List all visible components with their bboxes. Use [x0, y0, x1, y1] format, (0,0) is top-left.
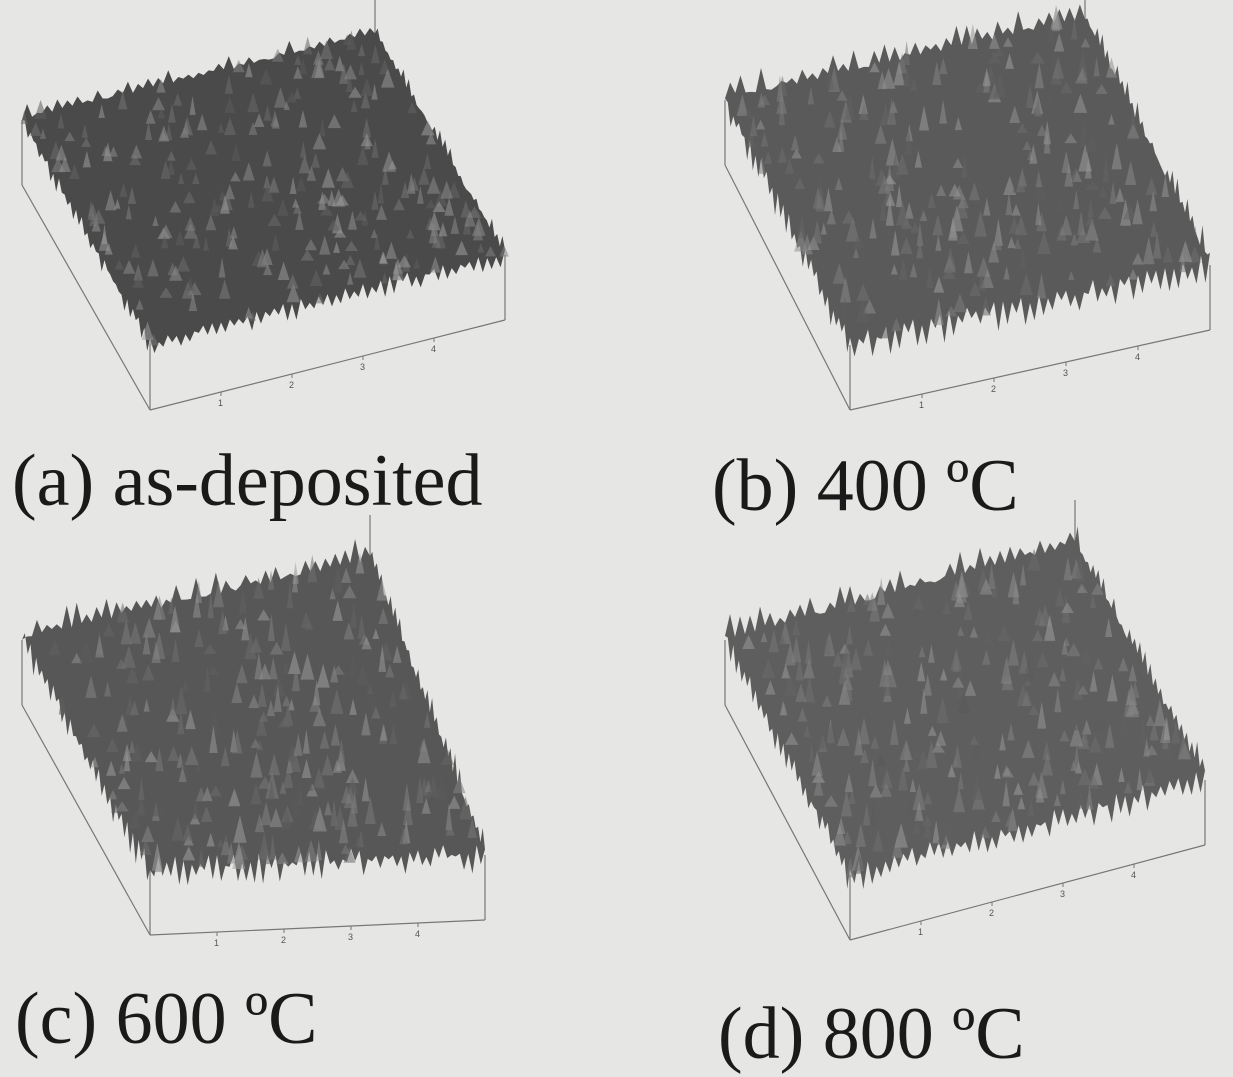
tick-label: 4	[431, 344, 436, 354]
tick-label: 2	[991, 384, 996, 394]
figure: 1 2 3 4 1 2 3 4 1 2 3 4 1 2 3 4 (a) as-deposited (b) 40…	[0, 0, 1233, 1077]
caption: (c) 600 ºC	[15, 978, 317, 1060]
tick-label: 1	[919, 400, 924, 410]
caption: (d) 800 ºC	[718, 993, 1025, 1075]
tick-label: 3	[348, 932, 353, 942]
tick-label: 1	[918, 927, 923, 937]
tick-label: 1	[214, 938, 219, 948]
tick-label: 1	[218, 398, 223, 408]
caption: (b) 400 ºC	[712, 445, 1019, 527]
tick-label: 3	[1060, 889, 1065, 899]
tick-label: 2	[289, 380, 294, 390]
tick-label: 3	[1063, 368, 1068, 378]
caption: (a) as-deposited	[12, 440, 483, 522]
tick-label: 2	[989, 908, 994, 918]
tick-label: 2	[281, 935, 286, 945]
tick-label: 4	[1131, 870, 1136, 880]
tick-label: 4	[415, 929, 420, 939]
tick-label: 3	[360, 362, 365, 372]
tick-label: 4	[1135, 352, 1140, 362]
